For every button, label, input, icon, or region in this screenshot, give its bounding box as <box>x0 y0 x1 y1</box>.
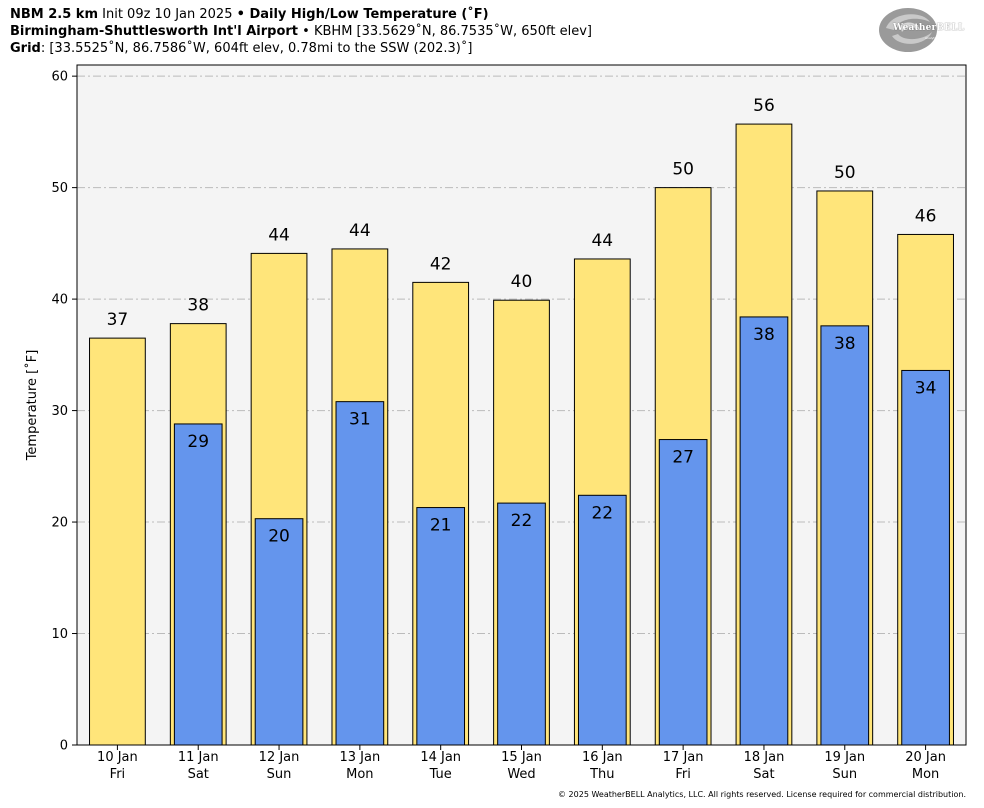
low-value-label: 20 <box>268 527 290 547</box>
x-tick-day: Fri <box>675 767 691 782</box>
low-value-label: 22 <box>511 511 533 531</box>
low-bar <box>739 316 789 746</box>
product-name: Daily High/Low Temperature (˚F) <box>244 7 489 22</box>
x-tick-day: Mon <box>912 767 939 782</box>
chart-title: NBM 2.5 km Init 09z 10 Jan 2025 • Daily … <box>10 6 489 23</box>
low-bar <box>577 494 627 746</box>
low-bar <box>173 423 223 746</box>
low-bar <box>820 325 870 746</box>
x-tick-date: 12 Jan <box>259 750 300 765</box>
x-tick-day: Fri <box>110 767 126 782</box>
high-value-label: 50 <box>672 160 694 180</box>
grid-line: Grid: [33.5525˚N, 86.7586˚W, 604ft elev,… <box>10 40 472 57</box>
y-tick-label: 60 <box>51 70 68 85</box>
x-tick-date: 11 Jan <box>178 750 219 765</box>
x-tick-day: Sun <box>267 767 292 782</box>
x-tick-date: 19 Jan <box>824 750 865 765</box>
high-value-label: 44 <box>268 225 290 245</box>
low-value-label: 22 <box>591 503 613 523</box>
y-axis-label: Temperature [˚F] <box>24 350 40 462</box>
station-coords: KBHM [33.5629˚N, 86.7535˚W, 650ft elev] <box>313 24 592 39</box>
low-value-label: 21 <box>430 516 452 536</box>
copyright-footer: © 2025 WeatherBELL Analytics, LLC. All r… <box>558 790 966 799</box>
high-bar <box>89 337 146 746</box>
x-tick-date: 14 Jan <box>420 750 461 765</box>
logo-text: WeatherBELL <box>893 23 965 33</box>
high-value-label: 37 <box>107 310 129 330</box>
station-bullet: • <box>298 24 314 39</box>
model-name: NBM 2.5 km <box>10 7 98 22</box>
y-tick-label: 10 <box>51 627 68 642</box>
x-tick-date: 18 Jan <box>744 750 785 765</box>
low-value-label: 31 <box>349 410 371 430</box>
x-axis: 10 Jan Fri 11 Jan Sat 12 Jan Sun 13 Jan Mon 14 J… <box>97 745 946 782</box>
logo-subtext: Analytics LLC <box>925 36 946 40</box>
station-name: Birmingham-Shuttlesworth Int'l Airport <box>10 24 299 39</box>
low-value-label: 29 <box>187 432 209 452</box>
y-tick-label: 0 <box>60 739 68 754</box>
low-bar <box>416 507 466 746</box>
grid-label: Grid <box>10 41 41 56</box>
x-tick-date: 15 Jan <box>501 750 542 765</box>
station-line: Birmingham-Shuttlesworth Int'l Airport •… <box>10 23 592 40</box>
high-value-label: 44 <box>349 221 371 241</box>
x-tick-day: Sat <box>753 767 774 782</box>
x-tick-day: Wed <box>507 767 535 782</box>
x-tick-day: Tue <box>429 767 452 782</box>
weatherbell-logo <box>879 8 937 52</box>
y-tick-label: 20 <box>51 516 68 531</box>
low-bar <box>658 439 708 746</box>
low-value-label: 34 <box>915 378 937 398</box>
high-value-label: 44 <box>591 231 613 251</box>
low-value-label: 38 <box>753 325 775 345</box>
y-tick-label: 40 <box>51 293 68 308</box>
x-tick-day: Thu <box>589 767 614 782</box>
x-tick-day: Mon <box>346 767 373 782</box>
x-tick-date: 10 Jan <box>97 750 138 765</box>
low-value-label: 27 <box>672 448 694 468</box>
high-value-label: 46 <box>915 206 937 226</box>
low-bar <box>901 369 950 746</box>
x-tick-date: 13 Jan <box>340 750 381 765</box>
low-value-label: 38 <box>834 334 856 354</box>
title-bullet: • <box>236 7 245 22</box>
high-value-label: 42 <box>430 254 452 274</box>
y-axis: 0 10 20 30 40 50 60 <box>51 70 77 754</box>
low-bar <box>254 518 304 746</box>
grid-coords: : [33.5525˚N, 86.7586˚W, 604ft elev, 0.7… <box>40 41 473 56</box>
high-value-label: 56 <box>753 96 775 116</box>
bars <box>89 123 954 746</box>
x-tick-date: 16 Jan <box>582 750 623 765</box>
init-time: Init 09z 10 Jan 2025 <box>98 7 237 22</box>
x-tick-date: 17 Jan <box>663 750 704 765</box>
high-value-label: 38 <box>187 296 209 316</box>
low-bar <box>335 401 385 746</box>
x-tick-date: 20 Jan <box>905 750 946 765</box>
high-value-label: 50 <box>834 163 856 183</box>
high-value-label: 40 <box>511 272 533 292</box>
x-tick-day: Sun <box>832 767 857 782</box>
low-bar <box>497 502 546 746</box>
y-tick-label: 50 <box>51 181 68 196</box>
x-tick-day: Sat <box>188 767 209 782</box>
y-tick-label: 30 <box>51 404 68 419</box>
data-labels: 37 38 44 44 42 40 44 50 56 50 46 29 20 31 21 22 22 27 38 38… <box>107 96 937 547</box>
